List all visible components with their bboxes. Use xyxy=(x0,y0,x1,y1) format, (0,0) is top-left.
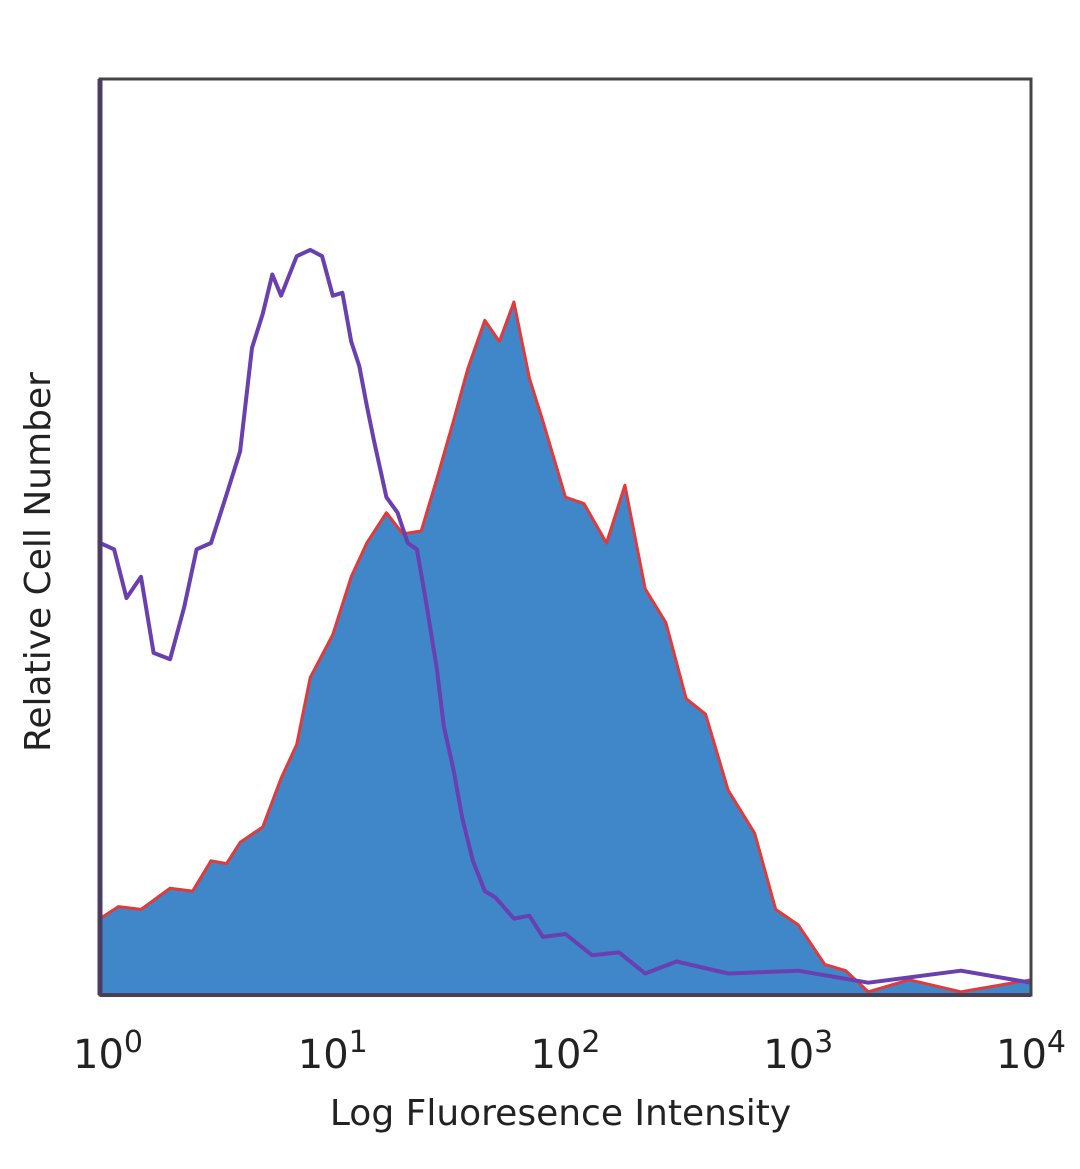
x-tick-label: 104 xyxy=(996,1025,1066,1078)
series-1-outline-histogram xyxy=(99,247,1032,985)
plot-area xyxy=(97,79,1033,997)
plot-frame xyxy=(98,77,1033,997)
x-tick-label: 101 xyxy=(298,1025,368,1078)
x-tick-label: 102 xyxy=(531,1025,601,1078)
x-tick-label: 103 xyxy=(763,1025,833,1078)
x-tick-base: 10 xyxy=(996,1032,1047,1078)
x-axis-ticks: 100 101 102 103 104 xyxy=(73,1025,1066,1078)
x-axis-title: Log Fluoresence Intensity xyxy=(330,1093,791,1134)
y-axis-title: Relative Cell Number xyxy=(18,372,59,752)
x-tick-exponent: 0 xyxy=(124,1025,143,1060)
x-tick-exponent: 2 xyxy=(581,1025,600,1060)
series-0-filled-histogram xyxy=(98,300,1033,997)
x-tick-exponent: 4 xyxy=(1047,1025,1066,1060)
x-tick-label: 100 xyxy=(73,1025,143,1078)
x-tick-base: 10 xyxy=(531,1032,582,1078)
x-tick-exponent: 1 xyxy=(349,1025,368,1060)
x-tick-base: 10 xyxy=(298,1032,349,1078)
x-tick-base: 10 xyxy=(73,1032,124,1078)
x-tick-exponent: 3 xyxy=(814,1025,833,1060)
x-tick-base: 10 xyxy=(763,1032,814,1078)
